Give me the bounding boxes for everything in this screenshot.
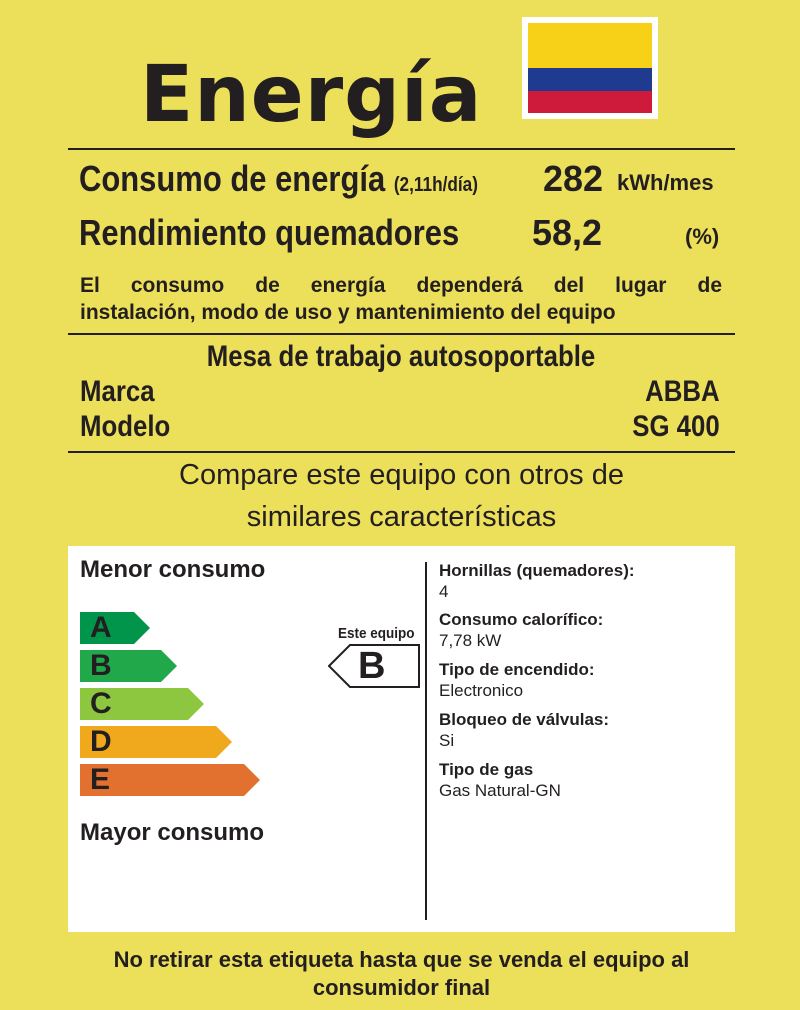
energy-class-b: B: [80, 650, 177, 682]
divider: [68, 333, 735, 335]
consumption-label: Consumo de energía (2,11h/día): [79, 158, 478, 200]
model-label: Modelo: [80, 410, 171, 443]
spec-ignition-value: Electronico: [439, 681, 524, 700]
spec-valve-lock-label: Bloqueo de válvulas:: [439, 710, 610, 729]
colombia-flag-icon: [522, 17, 658, 119]
spec-gas-type-value: Gas Natural-GN: [439, 781, 561, 800]
label-title: Energía: [140, 50, 483, 140]
footer-line1: No retirar esta etiqueta hasta que se ve…: [113, 947, 690, 972]
efficiency-unit: (%): [685, 224, 720, 249]
this-equipment-class: B: [358, 645, 386, 687]
consumption-note-line2: instalación, modo de uso y mantenimiento…: [80, 301, 616, 324]
consumption-qualifier: (2,11h/día): [393, 174, 478, 196]
divider: [68, 148, 735, 150]
compare-text: Compare este equipo con otros de similar…: [68, 454, 735, 538]
consumption-label-text: Consumo de energía: [79, 158, 386, 199]
compare-line2: similares características: [246, 501, 557, 533]
scale-top-label: Menor consumo: [80, 556, 266, 583]
spec-heat-consumption-label: Consumo calorífico:: [439, 610, 604, 629]
energy-class-d: D: [80, 726, 232, 758]
model-value: SG 400: [632, 410, 720, 443]
this-equipment-label: Este equipo: [338, 625, 415, 642]
consumption-unit: kWh/mes: [617, 170, 714, 195]
flag-stripe-red: [528, 91, 652, 113]
flag-stripe-blue: [528, 68, 652, 91]
footer-line2: consumidor final: [312, 975, 491, 1000]
brand-value: ABBA: [645, 375, 720, 408]
footer-notice: No retirar esta etiqueta hasta que se ve…: [68, 946, 735, 1002]
brand-label: Marca: [80, 375, 155, 408]
spec-ignition-label: Tipo de encendido:: [439, 660, 595, 679]
energy-class-e: E: [80, 764, 260, 796]
divider: [68, 451, 735, 453]
consumption-value: 282: [543, 158, 604, 199]
spec-valve-lock-value: Si: [439, 731, 455, 750]
energy-class-c: C: [80, 688, 204, 720]
spec-gas-type-label: Tipo de gas: [439, 760, 534, 779]
spec-burners-value: 4: [439, 582, 449, 601]
spec-heat-consumption-value: 7,78 kW: [439, 631, 502, 650]
product-type: Mesa de trabajo autosoportable: [206, 340, 596, 373]
energy-class-a: A: [80, 612, 150, 644]
scale-bottom-label: Mayor consumo: [80, 819, 265, 846]
spec-burners-label: Hornillas (quemadores):: [439, 561, 635, 580]
class-indicator-arrow-icon: [328, 644, 420, 688]
consumption-note-line1: El consumo de energía dependerá del luga…: [80, 274, 722, 297]
efficiency-label: Rendimiento quemadores: [79, 212, 460, 253]
compare-line1: Compare este equipo con otros de: [179, 459, 624, 491]
flag-stripe-yellow: [528, 23, 652, 68]
panel-divider: [425, 562, 427, 920]
efficiency-value: 58,2: [532, 212, 603, 253]
